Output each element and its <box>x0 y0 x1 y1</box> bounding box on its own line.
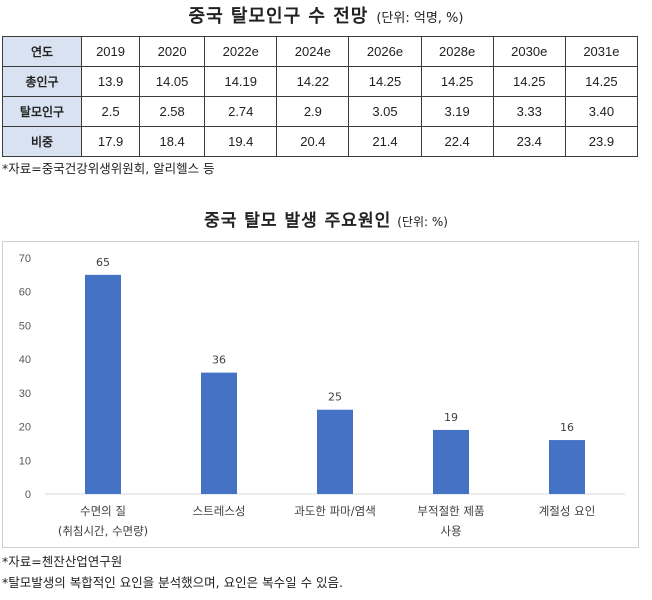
table-header-row: 연도 2019 2020 2022e 2024e 2026e 2028e 203… <box>2 36 639 67</box>
y-tick-label: 20 <box>19 422 31 434</box>
table-cell: 13.9 <box>80 66 141 97</box>
table-cell: 18.4 <box>139 126 206 157</box>
y-tick-label: 70 <box>19 253 31 265</box>
bar <box>201 372 237 494</box>
table-cell: 2.58 <box>139 96 206 127</box>
table-cell: 3.33 <box>492 96 566 127</box>
data-label: 16 <box>560 421 574 434</box>
y-tick-label: 60 <box>19 287 31 299</box>
chart-source-note: *자료=첸잔산업연구원 <box>2 554 123 569</box>
table-header-label: 연도 <box>2 36 82 67</box>
y-tick-label: 40 <box>19 354 31 366</box>
x-category-label: 수면의 질 <box>80 504 126 518</box>
chart-footnote: *탈모발생의 복합적인 요인을 분석했으며, 요인은 복수일 수 있음. <box>2 575 344 590</box>
year-header: 2028e <box>420 36 494 67</box>
table-cell: 3.19 <box>420 96 494 127</box>
table-cell: 23.4 <box>492 126 566 157</box>
table-cell: 14.25 <box>420 66 494 97</box>
year-header: 2019 <box>80 36 141 67</box>
table-cell: 23.9 <box>564 126 639 157</box>
row-label: 탈모인구 <box>2 96 82 127</box>
table-cell: 14.22 <box>276 66 350 97</box>
year-header: 2024e <box>276 36 350 67</box>
table-cell: 2.5 <box>80 96 141 127</box>
table-cell: 3.40 <box>564 96 639 127</box>
data-label: 25 <box>328 391 342 404</box>
table-cell: 17.9 <box>80 126 141 157</box>
chart-frame: 0 10 20 30 40 50 60 70 65 수면의 질 (취침시간, 수면량) 36 스트레스성… <box>2 241 639 548</box>
table-row: 비중 17.9 18.4 19.4 20.4 21.4 22.4 23.4 23… <box>2 126 639 157</box>
table-cell: 21.4 <box>348 126 422 157</box>
chart-title: 중국 탈모 발생 주요원인 (단위: %) <box>0 206 652 231</box>
year-header: 2031e <box>564 36 639 67</box>
table-source-note: *자료=중국건강위생위원회, 알리헬스 등 <box>2 161 215 176</box>
chart-unit: (단위: %) <box>397 215 448 229</box>
year-header: 2030e <box>492 36 566 67</box>
x-category-label: 부적절한 제품 <box>417 504 484 518</box>
bar-chart: 0 10 20 30 40 50 60 70 65 수면의 질 (취침시간, 수면량) 36 스트레스성… <box>19 253 625 538</box>
population-table: 연도 2019 2020 2022e 2024e 2026e 2028e 203… <box>2 36 639 157</box>
table-row: 총인구 13.9 14.05 14.19 14.22 14.25 14.25 1… <box>2 66 639 97</box>
table-row: 탈모인구 2.5 2.58 2.74 2.9 3.05 3.19 3.33 3.… <box>2 96 639 127</box>
table-cell: 14.25 <box>348 66 422 97</box>
row-label: 비중 <box>2 126 82 157</box>
x-category-label: 스트레스성 <box>193 504 246 518</box>
table-cell: 14.25 <box>492 66 566 97</box>
table-cell: 19.4 <box>204 126 278 157</box>
bar <box>317 409 353 494</box>
bar <box>85 274 121 494</box>
year-header: 2022e <box>204 36 278 67</box>
chart-title-text: 중국 탈모 발생 주요원인 <box>204 211 392 231</box>
x-category-label: (취침시간, 수면량) <box>58 524 148 538</box>
bar <box>549 440 585 494</box>
table-cell: 14.19 <box>204 66 278 97</box>
table-cell: 2.74 <box>204 96 278 127</box>
bar <box>433 429 469 494</box>
table-cell: 14.25 <box>564 66 639 97</box>
data-label: 19 <box>444 411 458 424</box>
table-cell: 22.4 <box>420 126 494 157</box>
y-tick-label: 30 <box>19 388 31 400</box>
year-header: 2020 <box>139 36 206 67</box>
population-forecast-unit: (단위: 억명, %) <box>376 11 464 26</box>
population-forecast-title: 중국 탈모인구 수 전망 (단위: 억명, %) <box>0 2 652 28</box>
table-cell: 3.05 <box>348 96 422 127</box>
table-cell: 14.05 <box>139 66 206 97</box>
x-category-label: 계절성 요인 <box>539 504 596 518</box>
y-tick-label: 0 <box>25 489 31 501</box>
data-label: 65 <box>96 256 110 269</box>
population-forecast-title-text: 중국 탈모인구 수 전망 <box>188 6 369 27</box>
table-cell: 20.4 <box>276 126 350 157</box>
y-tick-label: 10 <box>19 455 31 467</box>
x-category-label: 과도한 파마/염색 <box>294 504 376 518</box>
table-cell: 2.9 <box>276 96 350 127</box>
year-header: 2026e <box>348 36 422 67</box>
x-category-label: 사용 <box>440 524 461 538</box>
data-label: 36 <box>212 354 226 367</box>
y-tick-label: 50 <box>19 320 31 332</box>
row-label: 총인구 <box>2 66 82 97</box>
